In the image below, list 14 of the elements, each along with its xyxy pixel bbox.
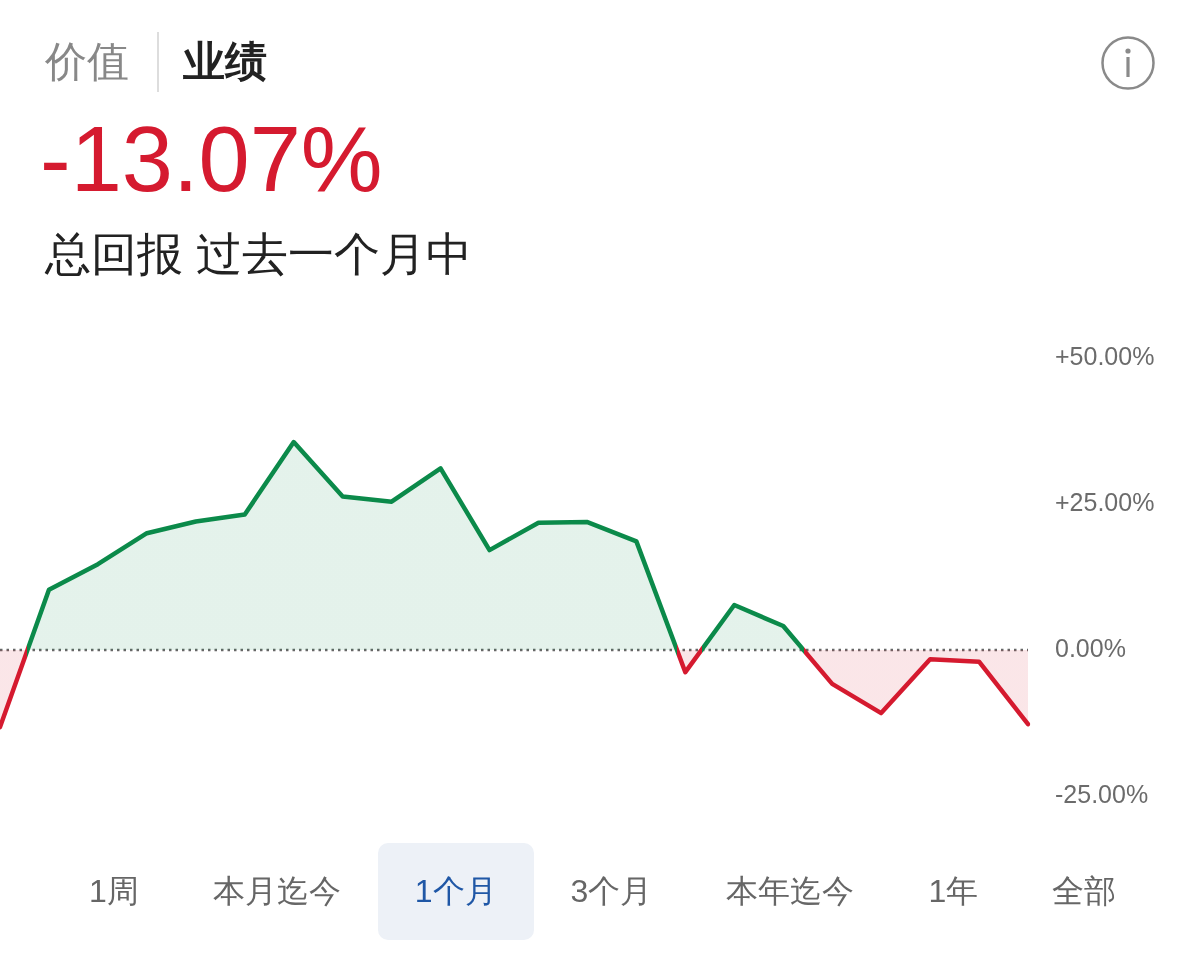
text: 3个月 xyxy=(569,872,654,911)
text: 价值 xyxy=(45,32,159,92)
y-tick-label: +50.00% xyxy=(1055,341,1155,370)
y-tick-label: -25.00% xyxy=(1055,779,1149,808)
text: 本年迄今 xyxy=(725,872,856,911)
text: 全部 xyxy=(1051,872,1118,911)
text: 1年 xyxy=(927,872,980,911)
chart-title: -13.07% xyxy=(40,107,383,212)
y-tick-label: 0.00% xyxy=(1055,633,1126,662)
text: 1周 xyxy=(88,872,140,911)
text: 本月迄今 xyxy=(211,872,342,911)
text: 业绩 xyxy=(182,37,267,87)
y-tick-label: +25.00% xyxy=(1055,487,1155,516)
chart-subtitle: 总回报 过去一个月中 xyxy=(45,227,472,282)
